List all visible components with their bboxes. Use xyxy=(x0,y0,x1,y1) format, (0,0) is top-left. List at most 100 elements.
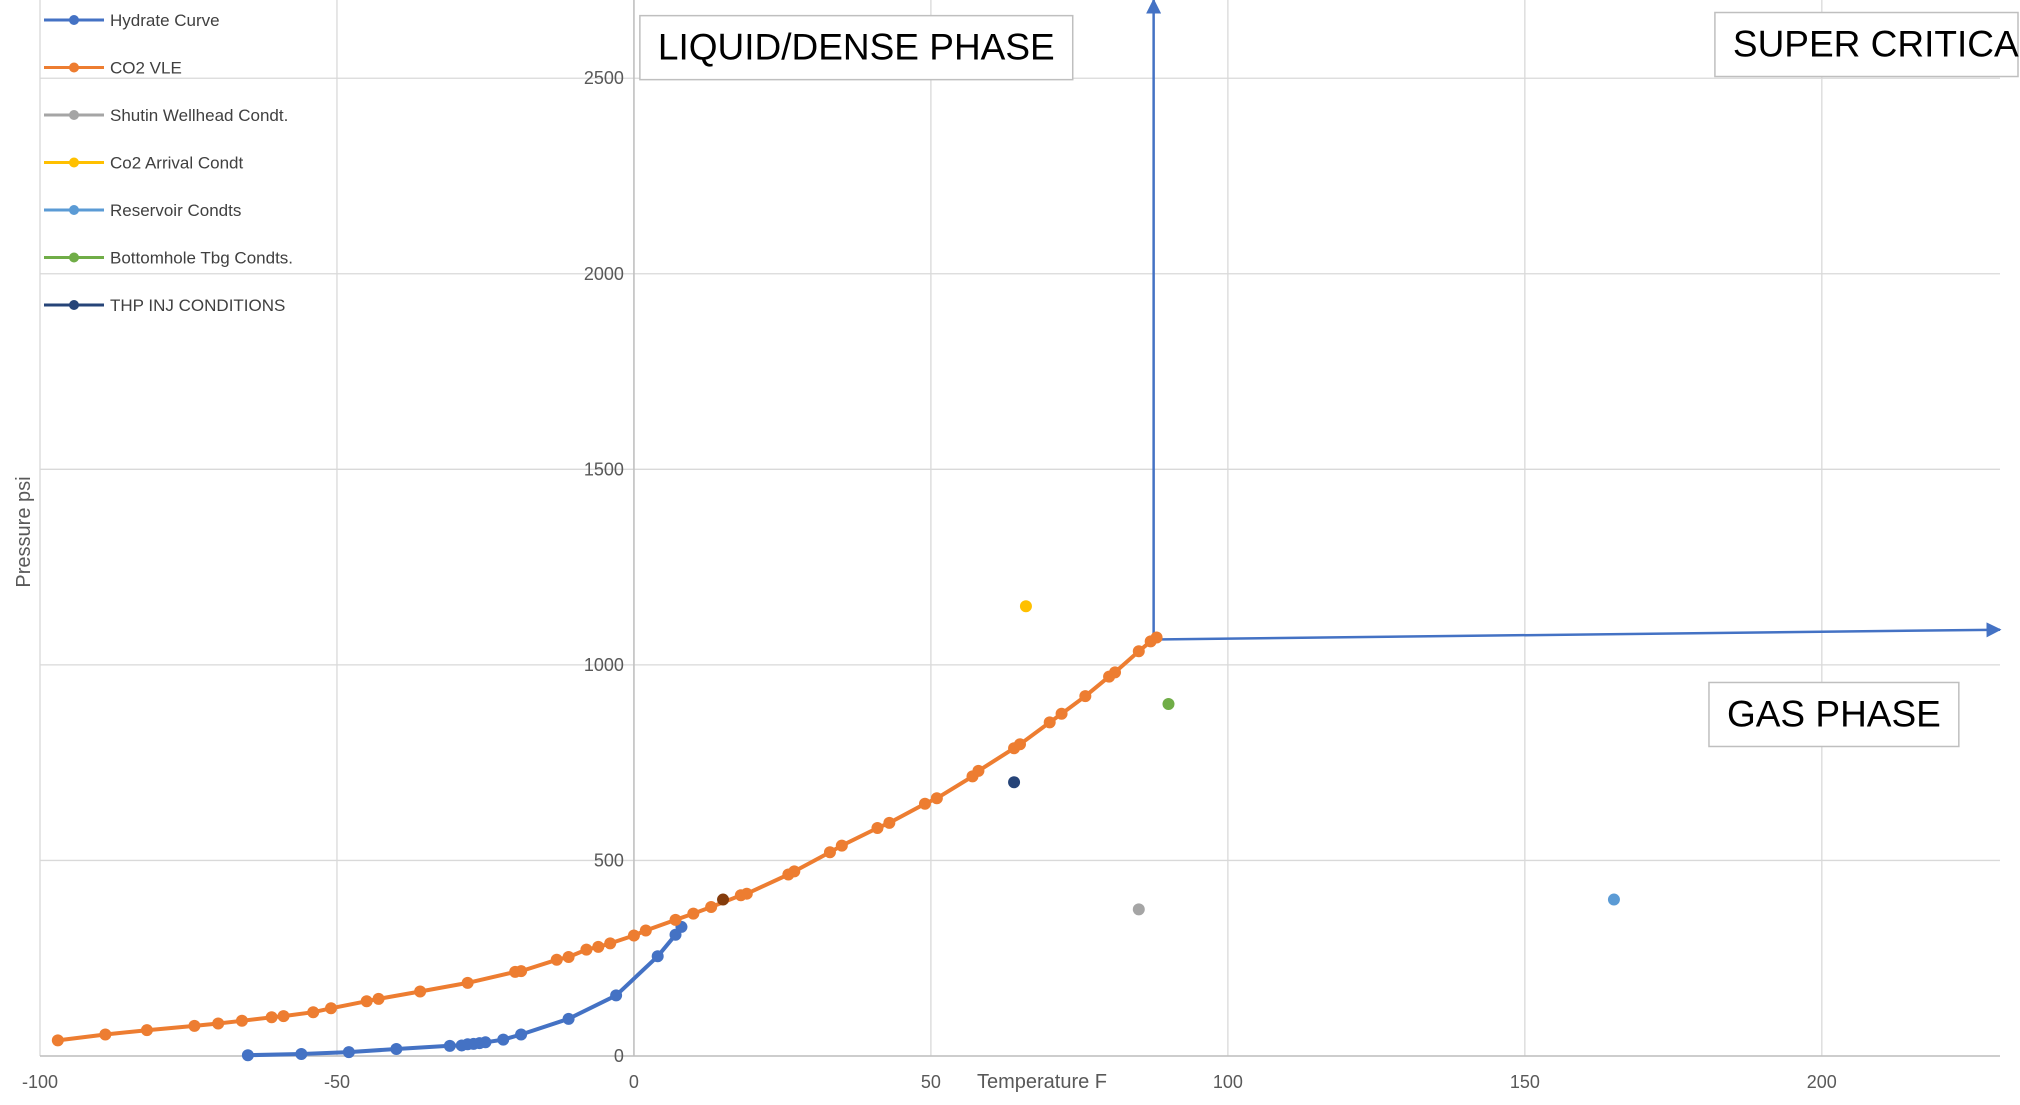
series-co2-vle xyxy=(51,631,1163,1047)
data-point xyxy=(1132,645,1145,658)
data-point xyxy=(705,900,718,913)
series-shutin-wellhead-condt- xyxy=(1132,903,1145,916)
annotation-label: GAS PHASE xyxy=(1727,693,1941,734)
data-point xyxy=(883,816,896,829)
data-point xyxy=(390,1042,403,1055)
data-point xyxy=(562,951,575,964)
x-tick-label: 0 xyxy=(629,1072,639,1092)
data-point xyxy=(1043,716,1056,729)
data-point xyxy=(497,1033,510,1046)
data-point xyxy=(241,1049,254,1062)
data-point xyxy=(277,1010,290,1023)
series-layer xyxy=(51,600,1620,1062)
data-point xyxy=(99,1028,112,1041)
y-tick-label: 0 xyxy=(614,1046,624,1066)
x-tick-label: 100 xyxy=(1213,1072,1243,1092)
legend-swatch-marker xyxy=(69,157,79,168)
legend-entry: CO2 VLE xyxy=(44,59,182,78)
annotation-frame xyxy=(639,14,1074,81)
legend-swatch-marker xyxy=(69,110,79,120)
data-point xyxy=(740,887,753,900)
data-point xyxy=(669,913,682,926)
legend: Hydrate Curve CO2 VLE Shutin Wellhead Cond… xyxy=(44,11,293,315)
series-bottomhole-tbg-condts- xyxy=(1162,698,1175,710)
data-point xyxy=(562,1012,575,1025)
x-tick-label: 50 xyxy=(921,1072,941,1092)
data-point xyxy=(1132,903,1145,916)
annotation-label: LIQUID/DENSE PHASE xyxy=(658,27,1055,68)
data-point xyxy=(140,1024,153,1037)
data-point xyxy=(639,924,652,937)
legend-swatch-marker xyxy=(69,205,79,215)
legend-entry: Co2 Arrival Condt xyxy=(44,154,244,173)
data-point xyxy=(1162,698,1175,710)
series-co2-arrival-condt xyxy=(1019,600,1032,613)
data-point xyxy=(515,965,528,978)
data-point xyxy=(265,1011,278,1024)
x-tick-label: 150 xyxy=(1510,1072,1540,1092)
series-thp-inj-conditions xyxy=(1008,776,1021,789)
annotation-label: SUPER CRITICAL xyxy=(1733,24,2020,65)
y-tick-label: 1000 xyxy=(584,655,624,675)
data-point xyxy=(918,797,931,810)
data-point xyxy=(717,893,730,906)
data-point xyxy=(342,1046,355,1059)
phase-line-horizontal xyxy=(1153,622,2002,641)
legend-entry: Reservoir Condts xyxy=(44,201,241,220)
legend-swatch-marker xyxy=(69,62,79,73)
data-point xyxy=(580,943,593,956)
data-point xyxy=(592,940,605,953)
legend-label: Bottomhole Tbg Condts. xyxy=(110,249,293,268)
y-tick-label: 2000 xyxy=(584,264,624,284)
legend-swatch-marker xyxy=(69,15,79,25)
data-point xyxy=(651,950,664,963)
data-point xyxy=(1019,600,1032,613)
data-point xyxy=(835,839,848,852)
data-point xyxy=(687,907,700,920)
data-point xyxy=(972,764,985,777)
annotation-box: GAS PHASE xyxy=(1708,681,1960,748)
data-point xyxy=(414,985,427,998)
data-point xyxy=(788,865,801,878)
grid-layer xyxy=(39,0,2000,1057)
data-point xyxy=(610,989,623,1002)
legend-label: Co2 Arrival Condt xyxy=(110,154,244,173)
y-tick-label: 2500 xyxy=(584,68,624,88)
data-point xyxy=(1055,707,1068,720)
annotation-box: LIQUID/DENSE PHASE xyxy=(639,14,1074,81)
y-tick-label: 500 xyxy=(594,850,624,870)
data-point xyxy=(443,1039,456,1052)
data-point xyxy=(372,992,385,1005)
series-line xyxy=(57,635,1158,1043)
data-point xyxy=(461,976,474,989)
data-point xyxy=(1014,738,1026,751)
legend-label: Hydrate Curve xyxy=(110,11,220,30)
legend-label: CO2 VLE xyxy=(110,59,182,78)
phase-annotations: LIQUID/DENSE PHASE SUPER CRITICAL GAS PHAS… xyxy=(639,11,2020,748)
data-point xyxy=(627,929,640,942)
legend-swatch-marker xyxy=(69,252,79,263)
data-point xyxy=(479,1036,492,1049)
legend-swatch-marker xyxy=(69,300,79,310)
data-point xyxy=(325,1002,338,1015)
data-point xyxy=(212,1017,225,1030)
data-point xyxy=(930,792,943,805)
data-point xyxy=(307,1006,320,1019)
phase-boundary-lines xyxy=(1146,0,2002,641)
data-point xyxy=(188,1019,201,1032)
legend-label: THP INJ CONDITIONS xyxy=(110,296,285,315)
data-point xyxy=(295,1048,308,1061)
data-point xyxy=(871,821,884,834)
x-tick-label: -100 xyxy=(22,1072,58,1092)
data-point xyxy=(823,846,836,859)
series-hydrate-curve xyxy=(241,920,688,1062)
y-axis-title: Pressure psi xyxy=(13,476,35,587)
data-point xyxy=(235,1014,248,1027)
annotation-box: SUPER CRITICAL xyxy=(1714,11,2020,78)
x-tick-label: 200 xyxy=(1807,1072,1837,1092)
legend-entry: Shutin Wellhead Condt. xyxy=(44,106,288,125)
data-point xyxy=(550,953,563,966)
